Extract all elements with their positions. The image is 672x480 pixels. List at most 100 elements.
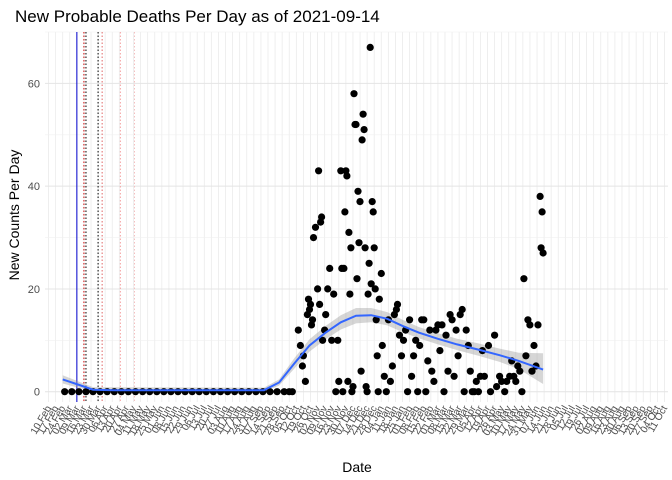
data-point <box>538 208 546 216</box>
data-point <box>209 388 217 396</box>
data-point <box>224 388 232 396</box>
data-point <box>117 388 125 396</box>
data-point <box>412 336 420 344</box>
data-point <box>288 388 296 396</box>
data-point <box>280 388 288 396</box>
data-point <box>146 388 154 396</box>
data-point <box>188 388 196 396</box>
data-point <box>139 388 147 396</box>
y-tick-label: 60 <box>28 78 40 90</box>
data-point <box>426 326 434 334</box>
data-point <box>358 136 366 144</box>
confidence-band-area <box>62 308 544 392</box>
data-point <box>420 316 428 324</box>
y-tick-label: 40 <box>28 181 40 193</box>
data-point <box>380 372 388 380</box>
data-point <box>308 316 317 324</box>
data-point <box>160 388 168 396</box>
data-point <box>484 341 493 350</box>
data-point <box>534 321 542 329</box>
data-point <box>406 316 414 324</box>
data-point <box>354 187 362 195</box>
data-point <box>371 285 379 293</box>
data-point <box>375 295 383 303</box>
data-point <box>530 341 538 350</box>
data-point <box>520 275 528 283</box>
data-point <box>526 321 534 329</box>
y-axis-ticks: 0 20 40 60 <box>28 78 40 398</box>
data-point <box>153 388 161 396</box>
data-point <box>388 362 396 370</box>
data-point <box>326 264 334 272</box>
data-point <box>306 300 315 308</box>
data-point <box>332 388 340 396</box>
data-point <box>360 126 368 134</box>
data-point <box>436 347 444 355</box>
y-tick-label: 20 <box>28 284 40 296</box>
data-point <box>438 321 446 329</box>
data-point <box>347 244 355 252</box>
data-point <box>373 352 381 360</box>
data-point <box>294 326 302 334</box>
data-points <box>61 43 547 396</box>
data-point <box>359 110 367 118</box>
data-point <box>442 331 450 339</box>
data-point <box>345 228 353 236</box>
data-point <box>460 388 468 396</box>
data-point <box>458 305 466 314</box>
data-point <box>395 331 404 339</box>
data-point <box>512 377 520 385</box>
reference-lines <box>76 32 136 402</box>
data-point <box>343 172 351 180</box>
data-point <box>493 383 501 391</box>
data-point <box>472 377 480 385</box>
data-point <box>462 326 470 334</box>
data-point <box>339 388 347 396</box>
data-point <box>397 352 406 360</box>
data-point <box>424 357 432 365</box>
data-point <box>539 249 547 257</box>
data-point <box>374 388 382 396</box>
confidence-band <box>62 308 544 392</box>
data-point <box>382 388 390 396</box>
data-point <box>238 388 246 396</box>
data-point <box>440 388 448 396</box>
data-point <box>309 234 318 242</box>
data-point <box>61 388 69 396</box>
data-point <box>363 388 371 396</box>
data-point <box>522 352 530 360</box>
data-point <box>364 290 372 298</box>
data-point <box>536 192 544 200</box>
data-point <box>174 388 182 396</box>
data-point <box>335 377 343 385</box>
data-point <box>352 120 360 129</box>
data-point <box>314 285 322 293</box>
data-point <box>316 300 324 308</box>
data-point <box>328 336 336 344</box>
data-point <box>82 388 90 396</box>
data-point <box>349 383 357 391</box>
data-point <box>416 341 424 350</box>
data-point <box>334 336 342 344</box>
data-point <box>346 290 354 298</box>
data-point <box>486 388 495 396</box>
data-point <box>372 316 380 324</box>
data-point <box>216 388 225 396</box>
data-point <box>75 388 83 396</box>
data-point <box>378 341 386 350</box>
data-point <box>370 244 378 252</box>
chart-title: New Probable Deaths Per Day as of 2021-0… <box>15 7 380 26</box>
data-point <box>410 352 418 360</box>
data-point <box>330 290 338 298</box>
data-point <box>324 285 332 293</box>
data-point <box>231 388 239 396</box>
data-point <box>386 377 394 385</box>
data-point <box>355 239 363 247</box>
y-tick-label: 0 <box>34 387 40 399</box>
data-point <box>68 388 76 396</box>
data-point <box>491 331 499 339</box>
data-point <box>444 367 452 375</box>
data-point <box>369 208 377 216</box>
data-point <box>518 388 526 396</box>
data-point <box>361 244 369 252</box>
